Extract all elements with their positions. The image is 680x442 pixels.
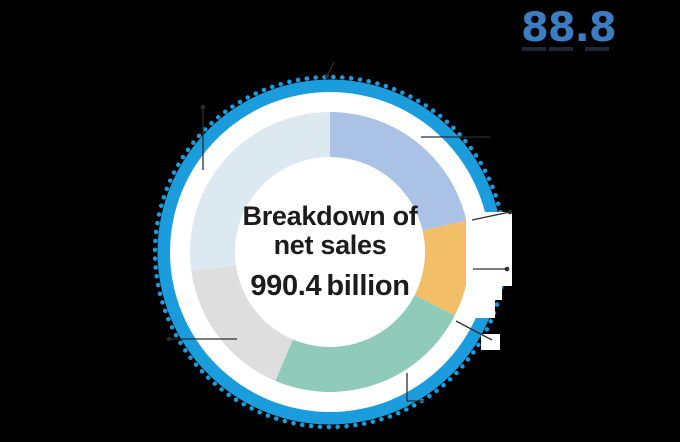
donut-segment-4-gray [191, 265, 293, 381]
callout-line [455, 320, 493, 341]
callout-dot [166, 336, 172, 342]
center-title-line2: net sales [273, 230, 387, 260]
donut-segment-3-teal [275, 295, 455, 392]
counter-display: 88.8 [521, 6, 625, 58]
callout-dot [504, 266, 510, 272]
counter-base-bar [522, 47, 546, 51]
donut-segment-2-orange [414, 220, 470, 316]
label-box [466, 212, 512, 286]
donut-segment-1-periwinkle [330, 112, 467, 231]
counter-base-bar [585, 47, 609, 51]
callout-line [326, 61, 335, 77]
donut-segment-5-paleblue [190, 112, 330, 272]
label-box [481, 334, 500, 350]
callout-line [471, 211, 511, 221]
center-value-row: 990.4 billion [230, 270, 430, 303]
center-title-line1: Breakdown of [242, 201, 418, 231]
label-box [466, 300, 495, 318]
center-unit: billion [326, 270, 410, 302]
counter-base-bar [549, 47, 573, 51]
counter-value: 88.8 [521, 5, 617, 51]
label-box [466, 286, 502, 300]
donut-center-label: Breakdown of net sales 990.4 billion [230, 202, 430, 303]
callout-dot [507, 209, 513, 215]
callout-line [406, 373, 424, 402]
center-value: 990.4 [250, 270, 322, 302]
callout-dot [324, 73, 330, 79]
callout-dot [200, 104, 206, 110]
